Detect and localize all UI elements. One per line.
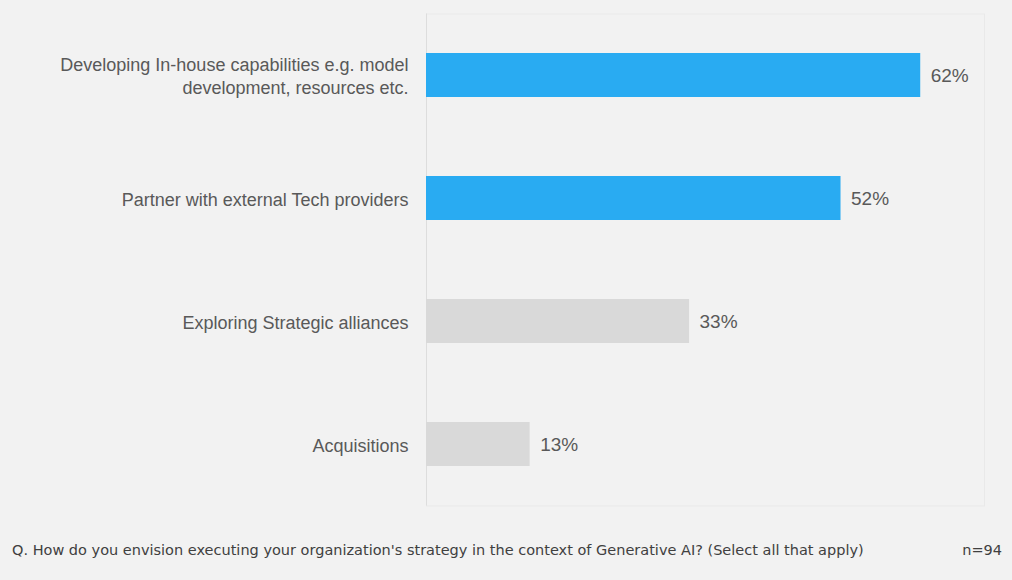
html-text:n=94: n=94: [962, 542, 1002, 558]
svg-text:52%: 52%: [851, 188, 889, 209]
svg-text:33%: 33%: [700, 311, 738, 332]
html-text:Q. How do you envision executi: Q. How do you envision executing your or…: [12, 542, 864, 558]
svg-text:Exploring Strategic alliances: Exploring Strategic alliances: [182, 313, 408, 333]
svg-text:Partner with external Tech pro: Partner with external Tech providers: [122, 190, 409, 210]
svg-text:13%: 13%: [540, 434, 578, 455]
svg-text:Developing In-house capabiliti: Developing In-house capabilities e.g. mo…: [60, 55, 408, 97]
svg-text:Acquisitions: Acquisitions: [312, 436, 408, 456]
svg-text:62%: 62%: [931, 65, 969, 86]
